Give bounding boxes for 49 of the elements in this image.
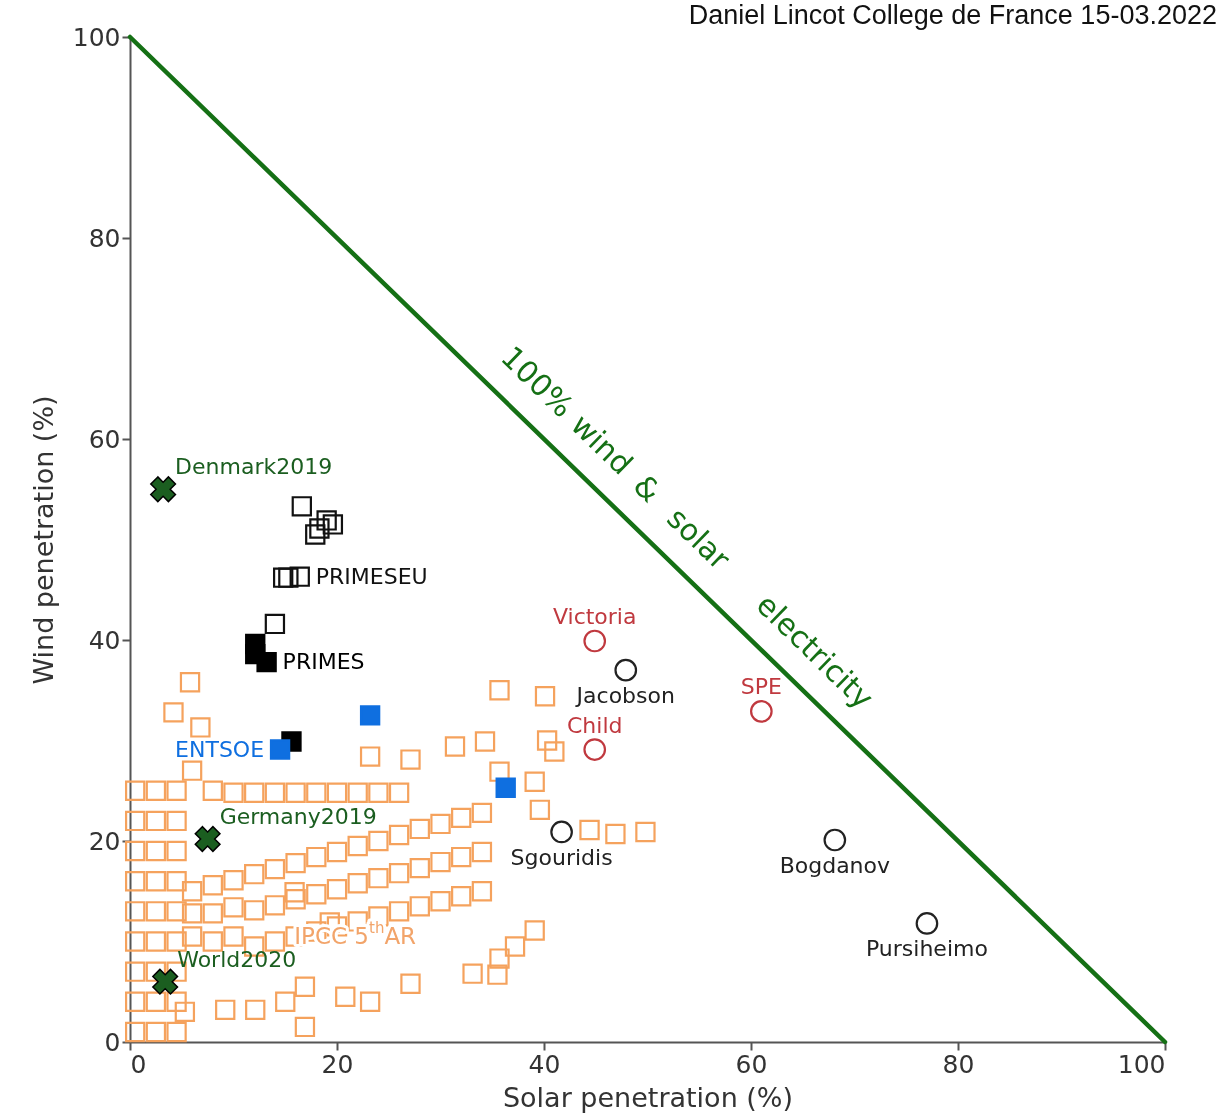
data-label: Germany2019 xyxy=(219,803,377,829)
data-label: Child xyxy=(566,712,623,738)
data-label: World2020 xyxy=(177,946,297,972)
point xyxy=(150,476,177,503)
point xyxy=(194,825,221,853)
y-tick-label: 80 xyxy=(88,223,121,253)
x-tick-label: 40 xyxy=(528,1049,561,1079)
data-label: Bogdanov xyxy=(779,852,891,878)
data-label: PRIMES xyxy=(282,649,365,675)
text: Daniel Lincot College de France 15-03.2022 xyxy=(688,0,1217,31)
y-tick-label: 0 xyxy=(104,1027,121,1057)
data-label: Victoria xyxy=(552,604,637,630)
point xyxy=(915,912,939,935)
data-label: Jacobson xyxy=(574,683,675,709)
point xyxy=(273,567,294,588)
point xyxy=(305,524,326,545)
x-axis-title: Solar penetration (%) xyxy=(502,1081,794,1113)
point xyxy=(583,629,607,653)
data-label: PRIMESEU xyxy=(315,563,428,589)
data-label: Denmark2019 xyxy=(175,454,333,480)
x-tick-label: 100 xyxy=(1117,1049,1166,1079)
point xyxy=(316,510,337,531)
y-tick-label: 60 xyxy=(88,424,121,454)
point xyxy=(278,567,299,588)
data-label: Pursiheimo xyxy=(865,936,988,962)
y-axis-title: Wind penetration (%) xyxy=(27,395,59,685)
point xyxy=(359,705,381,726)
point xyxy=(309,518,330,539)
point xyxy=(269,739,291,760)
point xyxy=(256,651,277,673)
point xyxy=(322,514,344,535)
point xyxy=(614,658,638,682)
point xyxy=(550,820,573,844)
y-tick-label: 100 xyxy=(72,22,121,52)
point xyxy=(289,566,310,587)
x-tick-label: 0 xyxy=(130,1049,147,1079)
point xyxy=(291,496,312,517)
point xyxy=(152,968,179,995)
point xyxy=(823,828,847,852)
point xyxy=(495,777,516,798)
x-tick-label: 60 xyxy=(735,1049,768,1079)
y-tick-label: 20 xyxy=(88,826,121,856)
x-tick-label: 20 xyxy=(321,1049,354,1079)
point xyxy=(264,613,286,635)
data-label: Sgouridis xyxy=(510,844,613,870)
point xyxy=(583,738,607,761)
y-tick-label: 40 xyxy=(88,625,121,655)
data-label: ENTSOE xyxy=(175,736,265,762)
x-tick-label: 80 xyxy=(942,1049,975,1079)
